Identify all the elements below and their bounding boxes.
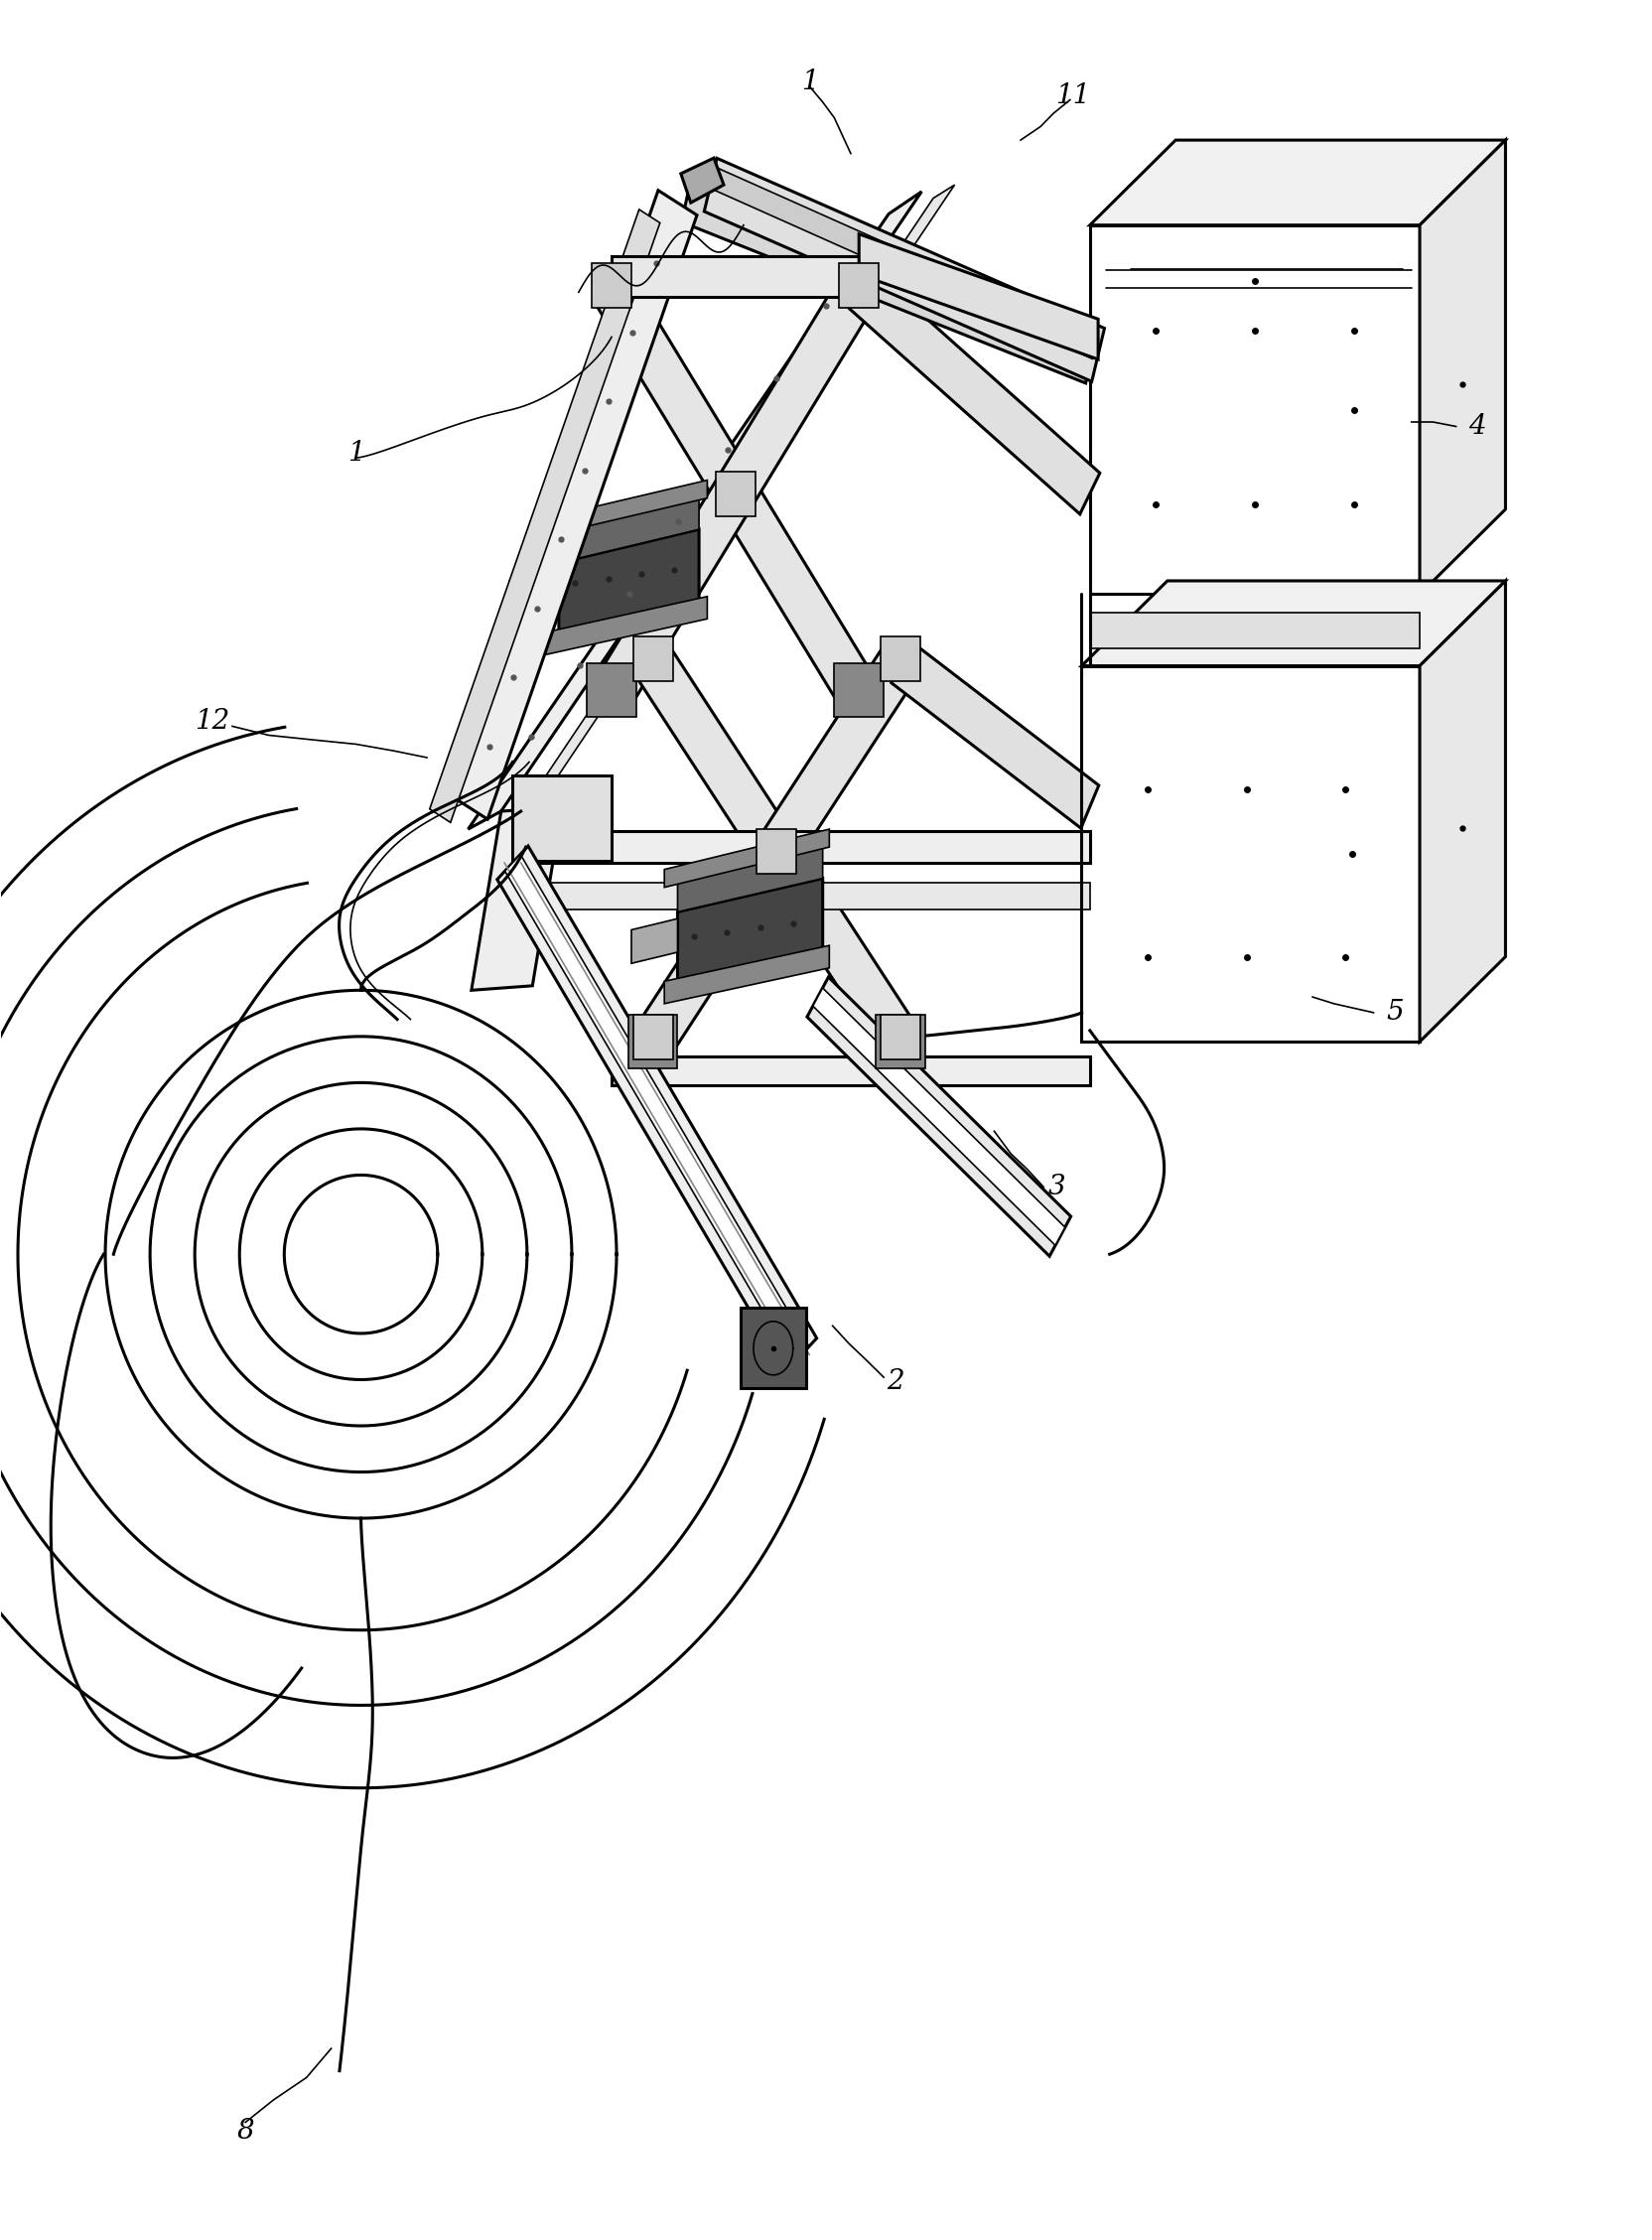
Polygon shape [859, 233, 1099, 358]
Polygon shape [611, 1057, 1090, 1086]
Polygon shape [892, 641, 1099, 829]
Text: 3: 3 [1047, 1174, 1066, 1201]
Polygon shape [682, 184, 1094, 383]
Polygon shape [512, 775, 611, 860]
Polygon shape [633, 636, 672, 681]
Polygon shape [677, 847, 823, 912]
Polygon shape [545, 479, 707, 535]
Polygon shape [740, 1308, 806, 1389]
Polygon shape [881, 636, 920, 681]
Polygon shape [515, 883, 1090, 909]
Polygon shape [506, 853, 809, 1364]
Polygon shape [681, 159, 724, 204]
Text: 8: 8 [236, 2117, 254, 2144]
Polygon shape [704, 159, 1105, 381]
Polygon shape [449, 190, 697, 820]
Polygon shape [545, 596, 707, 654]
Text: 5: 5 [1386, 999, 1404, 1026]
Polygon shape [677, 878, 823, 986]
Polygon shape [468, 193, 922, 829]
Polygon shape [664, 945, 829, 1004]
Text: 1: 1 [347, 439, 365, 466]
Polygon shape [1090, 224, 1419, 594]
Polygon shape [515, 831, 1090, 862]
Polygon shape [638, 643, 915, 1060]
Polygon shape [664, 829, 829, 887]
Polygon shape [558, 529, 699, 636]
Polygon shape [628, 1015, 677, 1068]
Polygon shape [715, 470, 755, 515]
Polygon shape [591, 262, 631, 307]
Polygon shape [586, 663, 636, 717]
Polygon shape [1090, 612, 1419, 647]
Polygon shape [876, 1015, 925, 1068]
Polygon shape [757, 829, 796, 874]
Polygon shape [631, 918, 677, 963]
Polygon shape [1419, 580, 1505, 1042]
Polygon shape [471, 806, 562, 990]
Polygon shape [497, 847, 816, 1371]
Text: 11: 11 [1056, 83, 1090, 110]
Polygon shape [849, 267, 1100, 515]
Text: 4: 4 [1469, 412, 1487, 439]
Polygon shape [430, 211, 659, 822]
Polygon shape [1090, 141, 1505, 224]
Polygon shape [509, 569, 558, 614]
Text: 12: 12 [195, 708, 230, 735]
Polygon shape [881, 1015, 920, 1060]
Polygon shape [808, 977, 1070, 1257]
Polygon shape [596, 271, 874, 712]
Polygon shape [712, 168, 1097, 358]
Text: 1: 1 [801, 69, 818, 96]
Polygon shape [1419, 141, 1505, 594]
Polygon shape [834, 663, 884, 717]
Polygon shape [596, 271, 874, 712]
Polygon shape [813, 988, 1066, 1245]
Polygon shape [1082, 665, 1419, 1042]
Polygon shape [517, 186, 955, 818]
Polygon shape [839, 262, 879, 307]
Polygon shape [558, 497, 699, 562]
Polygon shape [1082, 580, 1505, 665]
Polygon shape [611, 255, 867, 296]
Polygon shape [638, 643, 915, 1060]
Polygon shape [633, 1015, 672, 1060]
Text: 2: 2 [887, 1369, 904, 1396]
